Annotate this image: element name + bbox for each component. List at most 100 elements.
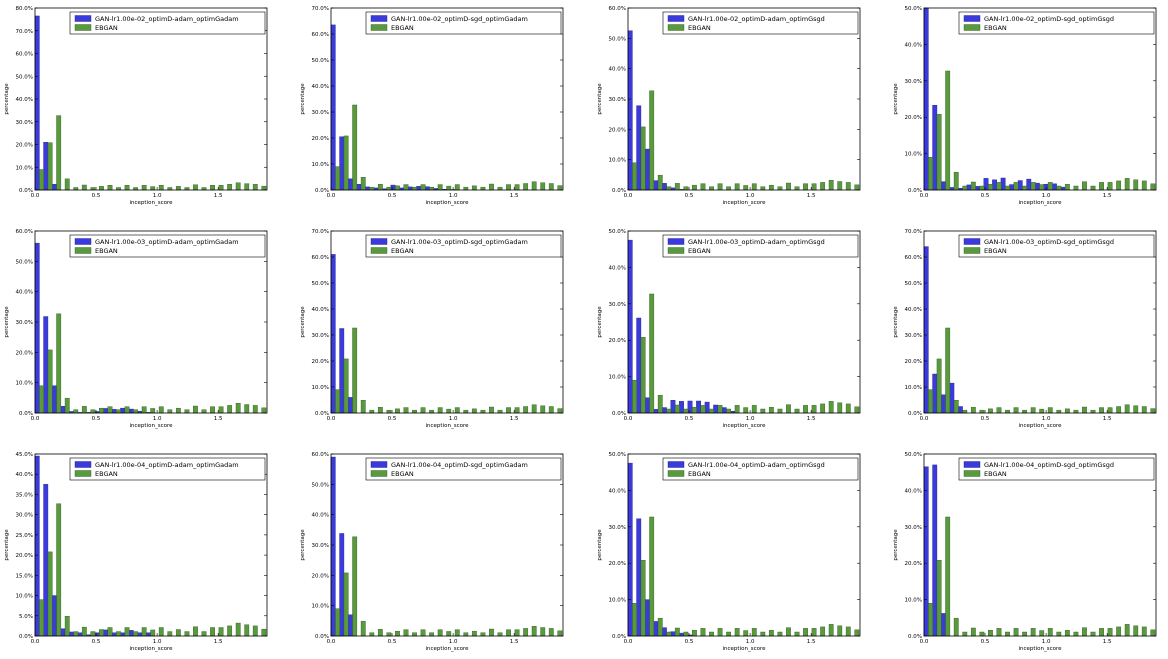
ebgan-bar — [201, 631, 207, 637]
legend-label-gan: GAN-lr1.00e-02_optimD-adam_optimGadam — [95, 15, 239, 23]
x-tick-label: 0.5 — [685, 193, 694, 199]
y-tick-label: 0.0% — [908, 188, 922, 194]
ebgan-bar — [175, 407, 181, 414]
gan-bar — [407, 186, 413, 191]
y-tick-label: 40.0% — [16, 290, 33, 296]
gan-bar — [347, 397, 353, 414]
ebgan-bar — [141, 406, 147, 414]
y-tick-label: 10.0% — [312, 162, 329, 168]
y-tick-label: 30.0% — [312, 333, 329, 339]
gan-bar — [128, 408, 134, 414]
ebgan-bar — [531, 626, 537, 637]
y-tick-label: 40.0% — [905, 42, 922, 48]
y-axis-label: percentage — [597, 529, 603, 561]
legend-swatch-gan — [74, 238, 92, 245]
ebgan-bar — [252, 625, 258, 637]
legend-label-ebgan: EBGAN — [984, 247, 1007, 255]
ebgan-bar — [377, 184, 383, 191]
legend-box — [69, 11, 266, 35]
y-tick-label: 30.0% — [609, 97, 626, 103]
x-tick-label: 1.0 — [449, 639, 458, 645]
ebgan-bar — [1133, 405, 1139, 414]
legend-swatch-gan — [963, 238, 981, 245]
ebgan-bar — [446, 408, 452, 414]
x-tick-label: 1.5 — [214, 639, 223, 645]
legend-swatch-ebgan — [74, 470, 92, 477]
y-tick-label: 20.0% — [312, 359, 329, 365]
legend-label-gan: GAN-lr1.00e-03_optimD-adam_optimGsgd — [688, 238, 825, 246]
plot-frame — [627, 7, 861, 191]
x-tick-label: 0.5 — [388, 416, 397, 422]
legend-box — [69, 234, 266, 258]
legend-label-ebgan: EBGAN — [391, 470, 414, 478]
legend-swatch-gan — [667, 238, 685, 245]
ebgan-bar — [395, 630, 400, 637]
y-tick-label: 10.0% — [905, 152, 922, 158]
ebgan-bar — [377, 629, 383, 637]
ebgan-bar — [726, 408, 732, 414]
y-tick-label: 50.0% — [16, 74, 33, 80]
ebgan-bar — [446, 631, 452, 637]
ebgan-bar — [343, 358, 349, 414]
ebgan-bar — [1056, 409, 1062, 414]
x-tick-label: 0.5 — [92, 193, 101, 199]
ebgan-bar — [352, 327, 358, 414]
legend-label-gan: GAN-lr1.00e-04_optimD-sgd_optimGadam — [391, 461, 528, 469]
legend-swatch-ebgan — [370, 470, 388, 477]
ebgan-bar — [803, 183, 808, 191]
y-tick-label: 30.0% — [312, 110, 329, 116]
y-tick-label: 40.0% — [312, 84, 329, 90]
ebgan-bar — [56, 115, 62, 191]
y-tick-label: 50.0% — [609, 452, 626, 458]
ebgan-bar — [692, 629, 697, 637]
ebgan-bar — [429, 632, 435, 637]
ebgan-bar — [506, 184, 511, 191]
ebgan-bar — [854, 629, 860, 637]
x-tick-label: 0.5 — [92, 639, 101, 645]
gan-bar — [1026, 178, 1032, 191]
ebgan-bar — [666, 631, 672, 637]
ebgan-bar — [786, 182, 791, 191]
y-tick-label: 30.0% — [609, 525, 626, 531]
bar-group — [627, 30, 860, 191]
ebgan-bar — [794, 631, 800, 637]
gan-bar — [1052, 183, 1057, 191]
ebgan-bar — [743, 630, 749, 637]
x-tick-label: 1.5 — [1103, 193, 1112, 199]
legend-label-ebgan: EBGAN — [688, 247, 711, 255]
ebgan-bar — [1047, 628, 1053, 637]
plot-frame — [923, 7, 1157, 191]
x-axis-label: inception_score — [723, 423, 767, 429]
ebgan-bar — [235, 622, 241, 637]
bar-group — [627, 239, 860, 414]
ebgan-bar — [1022, 409, 1028, 414]
gan-bar — [983, 178, 989, 191]
gan-bar — [636, 105, 642, 191]
y-axis-label: percentage — [4, 529, 10, 561]
ebgan-bar — [133, 631, 139, 637]
plot-frame — [330, 453, 564, 637]
ebgan-bar — [99, 629, 104, 637]
ebgan-bar — [81, 406, 87, 414]
ebgan-bar — [437, 629, 443, 637]
y-tick-label: 25.0% — [16, 533, 33, 539]
ebgan-bar — [116, 409, 121, 414]
x-tick-label: 1.5 — [510, 193, 519, 199]
ebgan-bar — [437, 407, 443, 414]
ebgan-bar — [420, 629, 426, 637]
ebgan-bar — [1030, 407, 1036, 414]
gan-bar — [364, 186, 370, 191]
y-tick-label: 30.0% — [905, 79, 922, 85]
ebgan-bar — [1099, 407, 1104, 414]
gan-bar — [51, 184, 57, 191]
ebgan-bar — [1005, 631, 1010, 637]
ebgan-bar — [726, 186, 732, 191]
ebgan-bar — [227, 625, 233, 637]
x-tick-label: 0.0 — [31, 416, 40, 422]
y-tick-label: 0.0% — [19, 411, 33, 417]
gan-bar — [137, 632, 143, 637]
y-tick-label: 20.0% — [609, 561, 626, 567]
ebgan-bar — [489, 628, 494, 637]
ebgan-bar — [158, 185, 164, 191]
legend-swatch-ebgan — [667, 470, 685, 477]
